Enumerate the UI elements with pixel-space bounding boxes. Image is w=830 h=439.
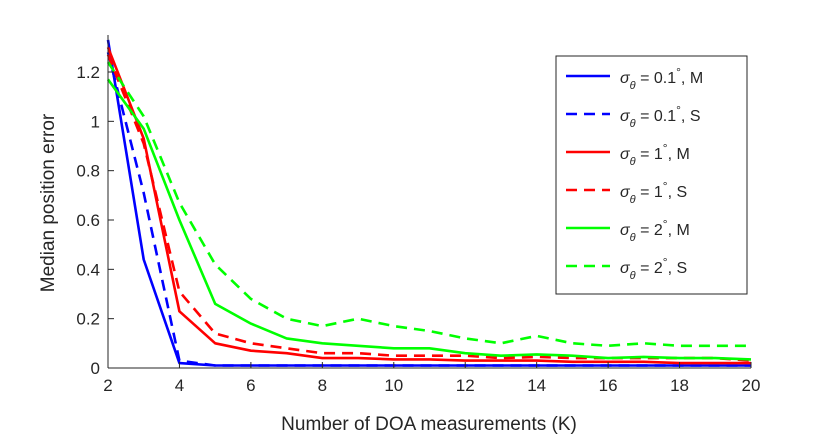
degree-symbol: °: [663, 217, 668, 231]
legend-label-1: σθ = 0.1°, M: [620, 65, 703, 92]
x-tick-label: 16: [599, 376, 618, 395]
legend-symbol: σ: [620, 108, 631, 125]
legend-label-4: σθ = 1°, S: [620, 179, 687, 206]
legend-suffix: , M: [668, 146, 690, 163]
y-tick-label: 1: [91, 112, 100, 131]
legend-symbol: σ: [620, 222, 631, 239]
legend-label-5: σθ = 2°, M: [620, 217, 690, 244]
y-axis-title: Median position error: [38, 113, 59, 292]
degree-symbol: °: [676, 103, 681, 117]
x-tick-label: 18: [670, 376, 689, 395]
axes-layer: [107, 35, 751, 369]
legend-subscript: θ: [630, 194, 636, 206]
legend: σθ = 0.1°, Mσθ = 0.1°, Sσθ = 1°, Mσθ = 1…: [555, 55, 748, 295]
legend-subscript: θ: [630, 156, 636, 168]
x-ticks: 2 4 6 8 10 12 14 16 18 20: [103, 362, 760, 395]
legend-suffix: , M: [668, 222, 690, 239]
legend-subscript: θ: [630, 270, 636, 282]
legend-box: [555, 55, 748, 295]
series-line-3: [106, 46, 751, 365]
degree-symbol: °: [663, 141, 668, 155]
legend-subscript: θ: [630, 232, 636, 244]
legend-label-2: σθ = 0.1°, S: [620, 103, 700, 130]
legend-subscript: θ: [630, 80, 636, 92]
x-tick-label: 10: [384, 376, 403, 395]
legend-suffix: , S: [668, 184, 688, 201]
y-tick-label: 0.4: [76, 260, 100, 279]
legend-symbol: σ: [620, 184, 631, 201]
legend-value: = 1: [636, 146, 663, 163]
y-tick-label: 0.6: [76, 211, 100, 230]
legend-value: = 2: [636, 222, 663, 239]
x-tick-label: 4: [175, 376, 184, 395]
x-tick-label: 2: [103, 376, 112, 395]
x-tick-label: 12: [456, 376, 475, 395]
legend-value: = 0.1: [636, 70, 677, 87]
legend-subscript: θ: [630, 118, 636, 130]
y-tick-label: 0.8: [76, 162, 100, 181]
legend-value: = 2: [636, 260, 663, 277]
legend-symbol: σ: [620, 260, 631, 277]
series-line-5: [106, 78, 752, 361]
y-tick-label: 0: [91, 359, 100, 378]
series-layer: [106, 39, 752, 367]
x-axis-title: Number of DOA measurements (K): [281, 414, 577, 435]
legend-symbol: σ: [620, 70, 631, 87]
x-tick-label: 8: [318, 376, 327, 395]
y-tick-label: 1.2: [76, 63, 100, 82]
legend-value: = 1: [636, 184, 663, 201]
x-tick-label: 6: [246, 376, 255, 395]
y-tick-label: 0.2: [76, 310, 100, 329]
series-line-2: [106, 51, 751, 367]
legend-suffix: , M: [681, 70, 703, 87]
degree-symbol: °: [676, 65, 681, 79]
legend-label-3: σθ = 1°, M: [620, 141, 690, 168]
degree-symbol: °: [663, 255, 668, 269]
legend-value: = 0.1: [636, 108, 677, 125]
degree-symbol: °: [663, 179, 668, 193]
x-tick-label: 14: [527, 376, 546, 395]
legend-label-6: σθ = 2°, S: [620, 255, 687, 282]
legend-suffix: , S: [668, 260, 688, 277]
legend-suffix: , S: [681, 108, 701, 125]
x-tick-label: 20: [742, 376, 761, 395]
legend-symbol: σ: [620, 146, 631, 163]
y-ticks: 0 0.2 0.4 0.6 0.8 1 1.2: [76, 63, 114, 378]
